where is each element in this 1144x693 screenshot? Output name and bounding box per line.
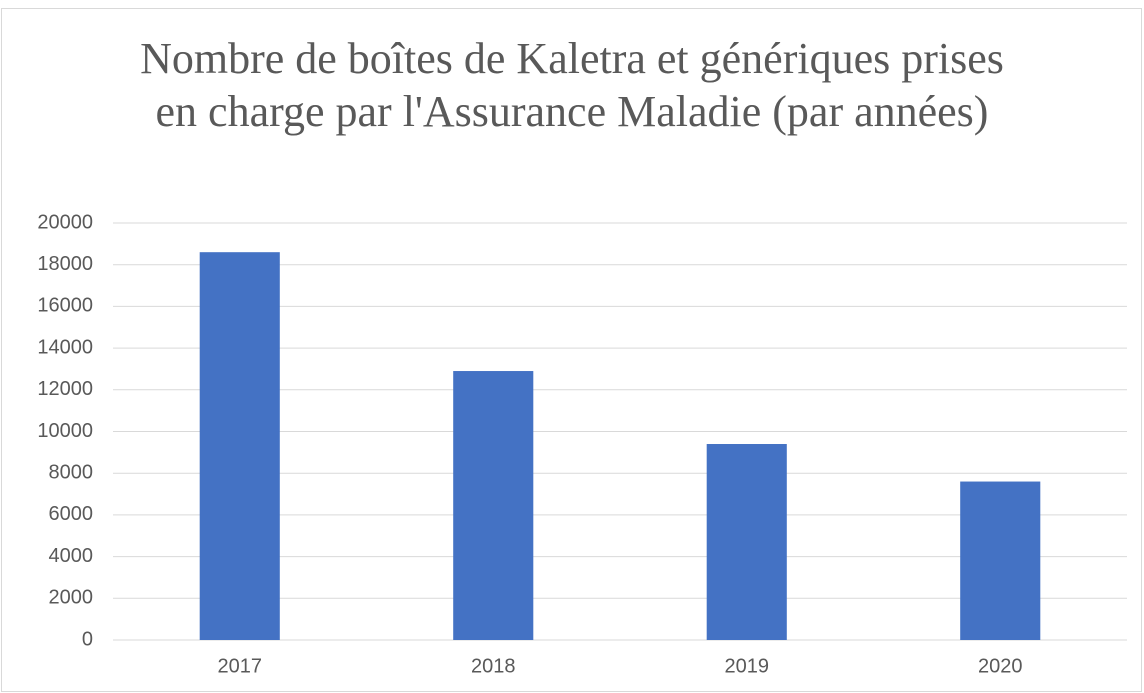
x-tick-label: 2017 [218,655,263,677]
y-tick-label: 8000 [49,461,94,483]
bar [199,252,280,640]
y-tick-label: 10000 [37,420,93,442]
bar [453,371,534,640]
y-tick-label: 18000 [37,253,93,275]
x-tick-label: 2020 [978,655,1023,677]
y-tick-label: 14000 [37,336,93,358]
y-tick-label: 12000 [37,378,93,400]
bar [960,481,1041,640]
y-tick-label: 6000 [49,503,94,525]
y-tick-label: 16000 [37,295,93,317]
x-tick-label: 2019 [725,655,770,677]
y-tick-label: 4000 [49,545,94,567]
bar [706,444,787,640]
y-tick-label: 2000 [49,587,94,609]
y-tick-label: 20000 [37,211,93,233]
chart-border [1,8,1142,692]
chart-title: Nombre de boîtes de Kaletra et générique… [140,34,1004,136]
y-tick-label: 0 [82,628,93,650]
x-tick-label: 2018 [471,655,516,677]
